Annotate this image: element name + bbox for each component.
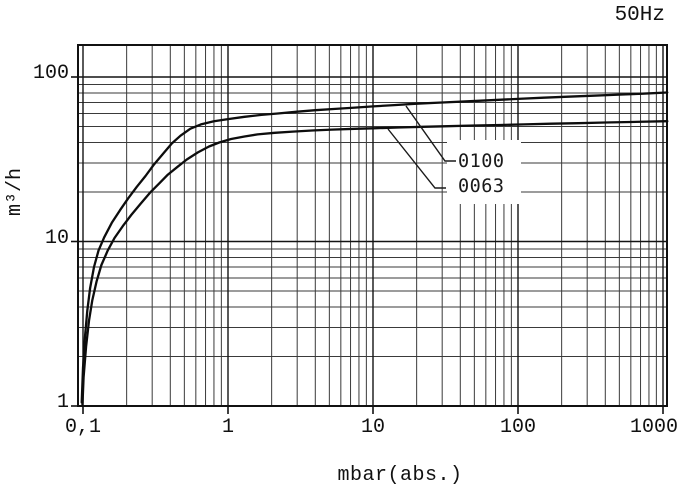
leader-line-0100 xyxy=(405,105,456,162)
y-tick-label-1: 1 xyxy=(56,391,69,414)
series-label-box xyxy=(447,140,521,204)
x-axis-title: mbar(abs.) xyxy=(337,464,463,487)
x-tick-label-1000: 1000 xyxy=(629,416,678,439)
x-tick-label-1: 1 xyxy=(221,416,234,439)
y-tick-label-10: 10 xyxy=(44,226,69,250)
x-tick-label-100: 100 xyxy=(499,416,536,439)
leader-line-0063 xyxy=(387,128,446,189)
series-label-0100: 0100 xyxy=(458,151,505,172)
series-label-0063: 0063 xyxy=(458,176,505,197)
x-tick-label-10: 10 xyxy=(360,416,385,439)
y-tick-label-100: 100 xyxy=(32,62,69,85)
curve-0100 xyxy=(80,91,669,404)
x-tick-label-0,1: 0,1 xyxy=(64,416,101,439)
frequency-label: 50Hz xyxy=(614,4,665,27)
curve-0063 xyxy=(81,120,669,408)
